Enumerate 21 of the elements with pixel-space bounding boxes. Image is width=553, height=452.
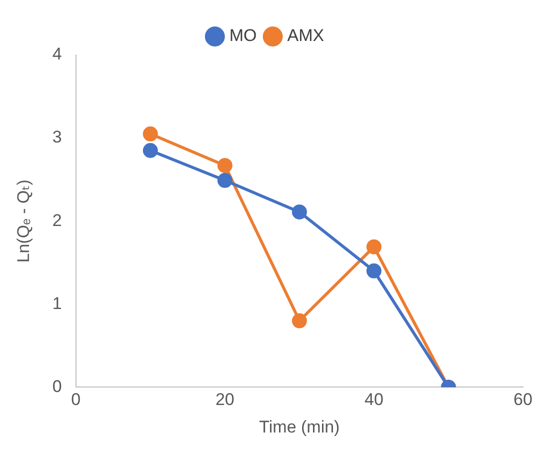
point bbox=[217, 158, 232, 173]
point bbox=[217, 172, 232, 188]
x-axis-title: Time (min) bbox=[259, 417, 340, 436]
y-tick-label: 1 bbox=[52, 294, 62, 313]
point bbox=[142, 126, 158, 142]
legend-label: AMX bbox=[287, 26, 324, 46]
x-tick-label: 40 bbox=[364, 390, 384, 410]
point bbox=[366, 263, 382, 278]
legend-label: MO bbox=[229, 26, 257, 46]
y-tick-label: 4 bbox=[52, 44, 62, 64]
y-tick-label: 2 bbox=[52, 210, 62, 230]
point bbox=[142, 143, 158, 158]
point bbox=[292, 204, 307, 220]
x-tick-label: 20 bbox=[215, 390, 234, 410]
point bbox=[366, 239, 382, 254]
x-tick-label: 60 bbox=[514, 390, 532, 410]
y-axis-title: Ln(Qₑ - Qₜ) bbox=[14, 180, 33, 263]
y-tick-label: 0 bbox=[52, 376, 62, 396]
x-tick-label: 0 bbox=[71, 390, 81, 410]
y-tick-label: 3 bbox=[52, 128, 62, 147]
point bbox=[292, 313, 307, 328]
